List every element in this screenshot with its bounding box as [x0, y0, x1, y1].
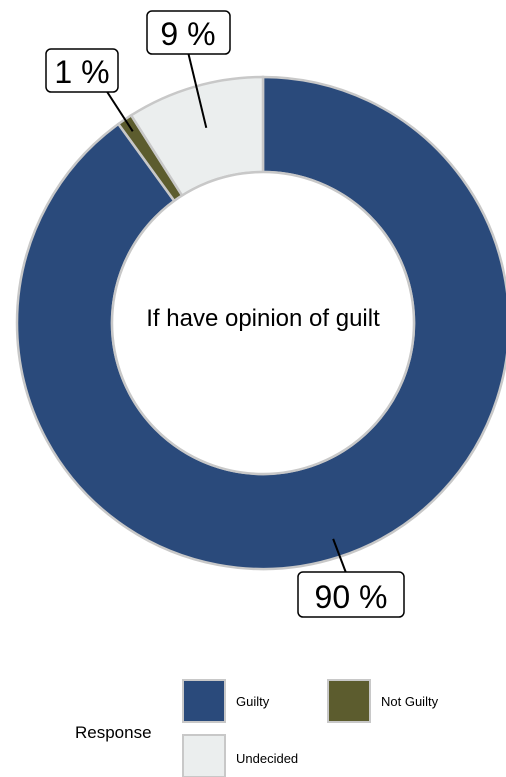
legend-swatch-not-guilty	[327, 679, 371, 723]
callout-box-not-guilty	[45, 48, 119, 93]
callouts: 90 % 1 % 9 %	[45, 10, 405, 618]
legend-label-undecided: Undecided	[236, 751, 298, 766]
data-label-guilty: 90 %	[315, 579, 388, 615]
slices-group	[15, 75, 506, 571]
leader-line-undecided	[187, 53, 208, 129]
legend-label-guilty: Guilty	[236, 694, 270, 709]
legend-label-not-guilty: Not Guilty	[381, 694, 439, 709]
callout-box-undecided	[146, 10, 231, 55]
data-label-undecided: 9 %	[160, 16, 215, 52]
legend-swatch-undecided	[182, 734, 226, 777]
legend-swatch-guilty	[182, 679, 226, 723]
data-label-not-guilty: 1 %	[54, 54, 109, 90]
donut-hole	[110, 170, 416, 476]
legend: Response Guilty Not Guilty Undecided	[75, 679, 439, 777]
center-label: If have opinion of guilt	[146, 305, 380, 332]
legend-title: Response	[75, 723, 152, 742]
callout-box-guilty	[297, 571, 405, 618]
leader-line-not-guilty	[106, 91, 134, 132]
leader-lines	[106, 53, 347, 573]
leader-line-guilty	[332, 538, 347, 573]
